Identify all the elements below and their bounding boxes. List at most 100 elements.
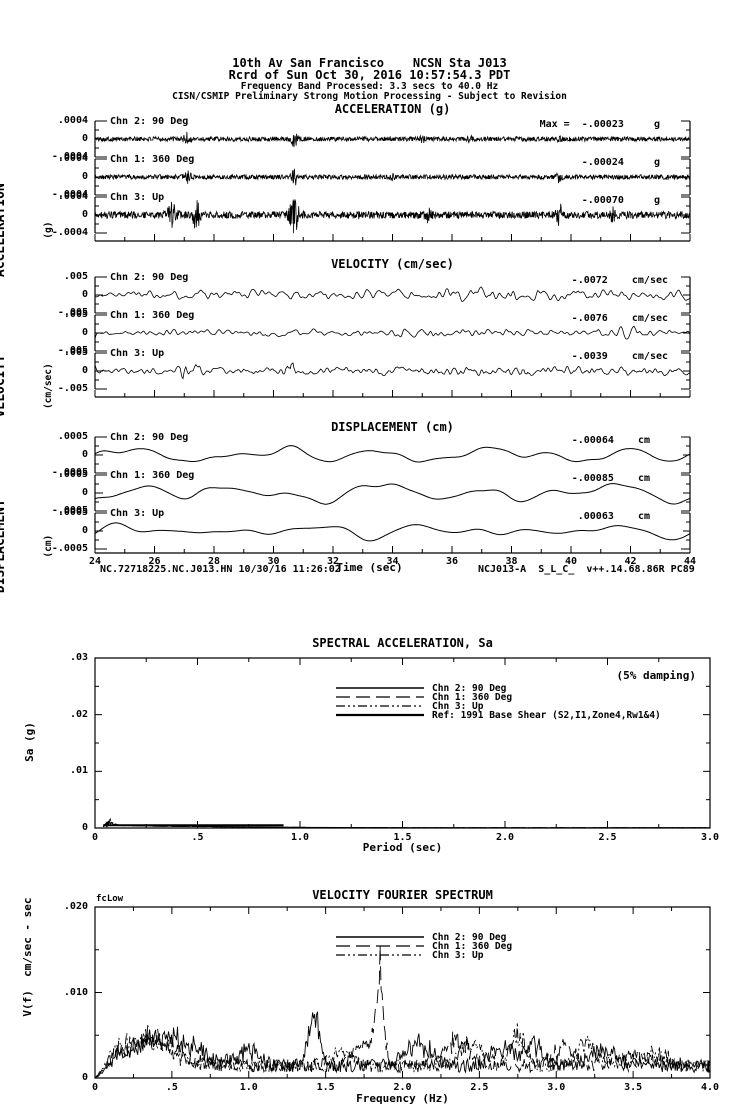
displacement-axis-label-text: DISPLACEMENT [0,499,9,594]
sa-ylabel: Sa (g) [22,722,36,762]
x-tick-label: 4.0 [700,1082,720,1093]
y-tick-label: 0 [81,365,88,376]
x-tick-label: 1.5 [393,832,412,843]
x-tick-label: 28 [207,556,221,567]
y-tick-label: .01 [69,765,88,777]
x-tick-label: 32 [326,556,340,567]
y-tick-label: 0 [81,171,88,182]
station-title: 10th Av San Francisco NCSN Sta J013 [232,56,507,70]
y-tick-label: 0 [81,327,88,338]
channel-label: Chn 2: 90 Deg [110,432,189,443]
y-tick-label: .010 [63,986,88,998]
y-tick-label: .0005 [57,507,88,518]
x-tick-label: .5 [165,1082,178,1093]
x-tick-label: 34 [386,556,399,567]
sa-xlabel: Period (sec) [362,841,443,854]
x-tick-label: 26 [148,556,161,567]
peak-value-label: .00063 cm [577,511,650,522]
y-tick-label: .0005 [57,431,88,442]
y-tick-label: .020 [63,901,88,912]
y-tick-label: .005 [63,309,88,320]
processing-note: CISN/CSMIP Preliminary Strong Motion Pro… [172,91,567,102]
y-tick-label: -.005 [57,345,88,356]
x-tick-label: 30 [267,556,280,567]
x-tick-label: 1.5 [316,1082,335,1093]
velocity-title: VELOCITY (cm/sec) [331,257,454,271]
x-tick-label: 3.0 [547,1082,566,1093]
fclow-marker-label: fcLow [96,894,124,904]
y-tick-label: .0004 [57,191,88,202]
y-tick-label: -.0005 [51,505,88,516]
frequency-band-note: Frequency Band Processed: 3.3 secs to 40… [240,81,499,92]
processing-version-footer: NCJ013-A S_L_C_ v++.14.68.86R PC89 [478,564,695,575]
channel-label: Chn 1: 360 Deg [110,154,195,165]
y-tick-label: 0 [81,822,88,833]
y-tick-label: 0 [81,1072,88,1083]
x-tick-label: 44 [683,556,697,567]
peak-value-label: -.00070 g [581,195,660,206]
y-tick-label: -.0004 [51,189,88,200]
velocity-axis-unit: (cm/sec) [42,363,54,410]
peak-value-label: -.0039 cm/sec [571,351,668,362]
y-tick-label: .02 [69,708,88,720]
y-tick-label: -.005 [57,307,88,318]
y-tick-label: .03 [69,652,88,663]
x-tick-label: 3.5 [624,1082,643,1093]
x-tick-label: 2.5 [470,1082,489,1093]
sa-legend-chn2: Chn 2: 90 Deg [432,683,507,694]
x-tick-label: 1.0 [239,1082,258,1093]
x-tick-label: 42 [624,556,637,567]
fourier-legend-chn2: Chn 2: 90 Deg [432,932,507,943]
fourier-legend-chn3: Chn 3: Up [432,950,484,961]
peak-value-label: -.0076 cm/sec [571,313,668,324]
x-tick-label: 3.0 [700,832,720,843]
channel-label: Chn 1: 360 Deg [110,470,195,481]
y-tick-label: 0 [81,449,88,460]
record-datetime: Rcrd of Sun Oct 30, 2016 10:57:54.3 PDT [228,68,511,82]
channel-label: Chn 3: Up [110,192,165,203]
x-tick-label: 2.0 [393,1082,412,1093]
peak-value-label: Max = -.00023 g [539,119,660,130]
acceleration-axis-label-text: ACCELERATION [0,183,9,278]
sa-legend-ref: Ref: 1991 Base Shear (S2,I1,Zone4,Rw1&4) [432,710,661,721]
y-tick-label: -.0004 [51,227,88,238]
peak-value-label: -.00085 cm [571,473,650,484]
y-tick-label: .0004 [57,153,88,164]
y-tick-label: .005 [63,271,88,282]
peak-value-label: -.00024 g [581,157,660,168]
channel-label: Chn 3: Up [110,508,165,519]
velocity-axis-label-text: VELOCITY [0,354,9,418]
damping-annotation: (5% damping) [616,669,696,682]
peak-value-label: -.0072 cm/sec [571,275,668,286]
y-tick-label: .0004 [57,115,88,126]
x-tick-label: 0 [91,832,99,843]
x-tick-label: 2.5 [598,832,617,843]
x-tick-label: 0 [91,1082,99,1093]
x-tick-label: 24 [88,556,102,567]
channel-label: Chn 2: 90 Deg [110,116,189,127]
x-tick-label: .5 [191,832,204,843]
y-tick-label: -.0005 [51,467,88,478]
acceleration-title: ACCELERATION (g) [334,102,451,116]
displacement-title: DISPLACEMENT (cm) [331,420,454,434]
y-tick-label: 0 [81,525,88,536]
sa-legend-chn3: Chn 3: Up [432,701,484,712]
x-tick-label: 36 [445,556,459,567]
y-tick-label: 0 [81,133,88,144]
x-tick-label: 1.0 [290,832,310,843]
fourier-legend-chn1: Chn 1: 360 Deg [432,941,513,952]
y-tick-label: 0 [81,209,88,220]
sa-title: SPECTRAL ACCELERATION, Sa [312,636,493,650]
y-tick-label: 0 [81,487,88,498]
y-tick-label: .005 [63,347,88,358]
y-tick-label: -.0004 [51,151,88,162]
sa-legend-chn1: Chn 1: 360 Deg [432,692,513,703]
fourier-ylabel: V(f) cm/sec - sec [20,897,34,1017]
channel-label: Chn 2: 90 Deg [110,272,189,283]
fourier-title: VELOCITY FOURIER SPECTRUM [312,888,493,902]
record-id-footer: NC.72718225.NC.J013.HN 10/30/16 11:26:02 [100,564,341,575]
fourier-xlabel: Frequency (Hz) [356,1092,449,1105]
time-axis-label: Time (sec) [336,561,403,574]
